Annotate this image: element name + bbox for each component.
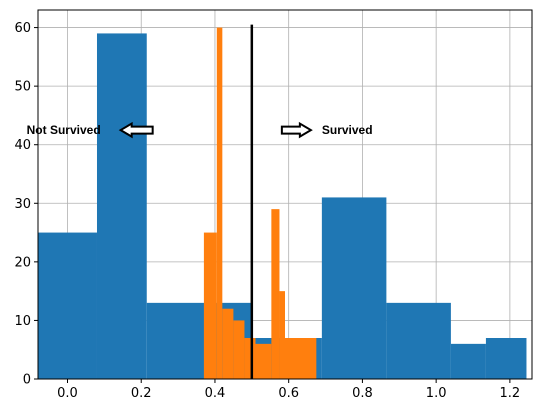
- bars-layer: [38, 27, 527, 380]
- x-tick-label: 0.6: [278, 386, 299, 401]
- not-survived-label: Not Survived: [27, 123, 101, 137]
- histogram-bar-series-1: [386, 302, 451, 379]
- x-tick-label: 0.4: [205, 386, 226, 401]
- histogram-bar-series-2: [233, 320, 245, 379]
- x-tick-label: 0.2: [131, 386, 152, 401]
- histogram-bar-series-2: [222, 308, 234, 379]
- histogram-bar-series-1: [38, 232, 97, 379]
- histogram-bar-series-1: [485, 338, 527, 379]
- y-tick-label: 40: [14, 138, 31, 153]
- histogram-bar-series-2: [271, 209, 280, 379]
- histogram-bar-series-2: [216, 27, 223, 379]
- y-tick-label: 0: [23, 373, 31, 388]
- ticks-layer: 0.0 0.2 0.4 0.6 0.8 1.0 1.2 0 10 20 30 40 50 60: [14, 21, 520, 401]
- histogram-bar-series-1: [321, 197, 387, 379]
- plot-frame: [37, 9, 533, 380]
- histogram-bar-series-1: [450, 343, 486, 379]
- y-tick-label: 60: [14, 21, 31, 36]
- x-tick-label: 1.0: [426, 386, 447, 401]
- histogram-bar-series-2: [255, 343, 272, 379]
- x-tick-label: 1.2: [500, 386, 521, 401]
- y-tick-label: 10: [14, 314, 31, 329]
- histogram-bar-series-1: [146, 302, 212, 379]
- histogram-bar-series-1: [96, 33, 147, 380]
- annotation-layer: Not Survived Survived: [27, 121, 373, 139]
- histogram-bar-series-2: [285, 338, 317, 379]
- histogram-bar-series-2: [244, 338, 256, 379]
- x-tick-label: 0.0: [57, 386, 78, 401]
- left-arrow-icon: [118, 121, 154, 139]
- x-tick-label: 0.8: [352, 386, 373, 401]
- right-arrow-icon: [280, 121, 313, 139]
- histogram-bar-series-2: [203, 232, 217, 379]
- histogram-bar-series-2: [279, 291, 285, 379]
- survived-label: Survived: [322, 123, 373, 137]
- y-tick-label: 50: [14, 80, 31, 95]
- y-tick-label: 20: [14, 255, 31, 270]
- y-tick-label: 30: [14, 197, 31, 212]
